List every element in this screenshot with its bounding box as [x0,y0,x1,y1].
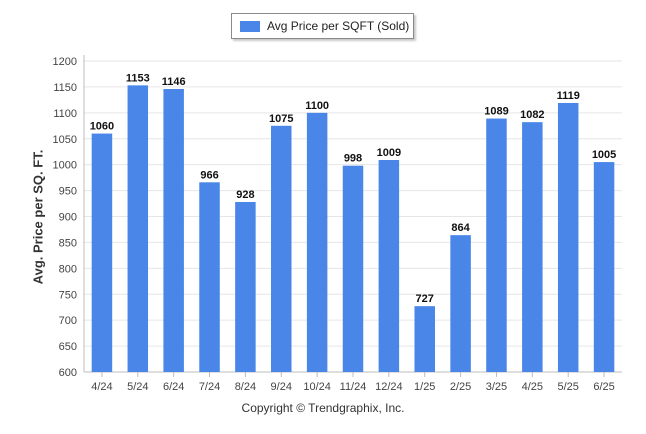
x-tick-label: 4/25 [522,381,543,393]
x-tick-label: 3/25 [486,381,507,393]
x-tick-label: 5/25 [557,381,578,393]
y-tick-label: 900 [59,212,77,224]
data-label: 1153 [126,72,150,84]
y-tick-label: 650 [59,341,77,353]
bar [235,201,256,372]
y-tick-label: 1000 [53,160,77,172]
data-label: 1100 [305,100,329,112]
x-tick-label: 1/25 [414,381,435,393]
x-tick-label: 9/24 [271,381,292,393]
y-tick-label: 1200 [53,56,77,68]
data-label: 1075 [269,113,293,125]
data-label: 864 [451,222,470,234]
data-label: 1005 [592,149,616,161]
data-label: 1082 [520,109,544,121]
legend: Avg Price per SQFT (Sold) [231,13,414,39]
x-tick-label: 6/25 [593,381,614,393]
bar [127,85,149,372]
y-tick-label: 750 [59,289,77,301]
x-tick-label: 8/24 [235,381,256,393]
x-tick-label: 4/24 [91,381,112,393]
x-tick-label: 7/24 [199,381,220,393]
data-label: 928 [236,189,254,201]
data-label: 1119 [557,90,580,102]
x-tick-label: 6/24 [163,381,184,393]
y-tick-label: 1150 [53,82,77,94]
data-label: 966 [200,169,218,181]
bar [91,133,113,372]
data-label: 727 [416,293,434,305]
bar [486,118,507,372]
bar [414,306,435,372]
y-tick-label: 800 [59,263,77,275]
y-tick-label: 600 [59,367,77,379]
x-tick-label: 2/25 [450,381,471,393]
x-tick-label: 12/24 [375,381,403,393]
data-label: 998 [344,153,362,165]
bar [271,125,292,373]
bar [163,88,184,373]
x-tick-label: 10/24 [303,381,331,393]
x-tick-label: 5/24 [127,381,148,393]
data-label: 1146 [162,76,186,88]
y-tick-label: 1050 [53,134,77,146]
y-tick-label: 700 [59,315,77,327]
data-label: 1089 [484,106,508,118]
bar [557,102,579,373]
y-tick-label: 950 [59,186,77,198]
x-tick-label: 11/24 [340,381,367,393]
legend-swatch [240,21,260,32]
data-label: 1060 [90,121,114,133]
legend-label: Avg Price per SQFT (Sold) [267,19,410,33]
bar [522,122,543,372]
bar [342,165,364,372]
data-label: 1009 [377,147,401,159]
y-tick-label: 1100 [53,108,77,120]
y-tick-label: 850 [59,237,77,249]
bar [306,112,328,372]
bar [593,162,615,372]
copyright-text: Copyright © Trendgraphix, Inc. [241,401,405,415]
bar [199,182,220,372]
bar [378,160,400,372]
bar [450,235,471,372]
